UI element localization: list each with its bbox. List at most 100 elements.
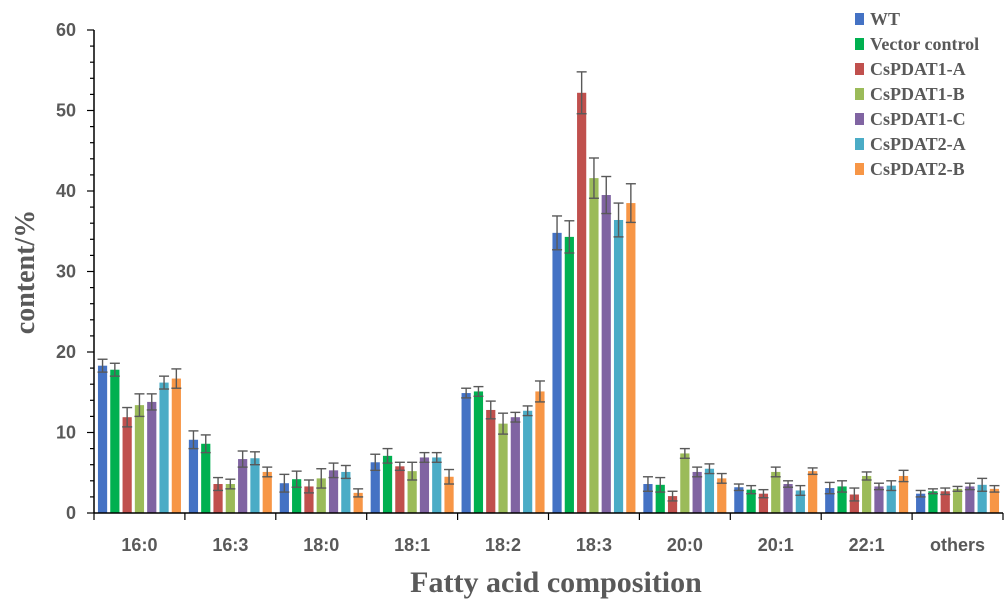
bar bbox=[898, 475, 909, 513]
error-bar bbox=[146, 393, 157, 411]
error-bar bbox=[262, 466, 273, 478]
error-bar bbox=[807, 467, 818, 476]
bar bbox=[341, 471, 351, 513]
legend-label: CsPDAT2-A bbox=[870, 134, 966, 154]
error-bar bbox=[770, 466, 781, 478]
error-bar bbox=[171, 368, 182, 389]
bar bbox=[97, 365, 108, 513]
error-bar bbox=[588, 157, 599, 199]
error-bar bbox=[940, 487, 951, 496]
bar bbox=[916, 493, 926, 513]
bar bbox=[382, 455, 393, 513]
bar bbox=[134, 405, 145, 513]
bar bbox=[577, 92, 587, 513]
y-tick-label: 0 bbox=[66, 503, 76, 523]
legend-item: CsPDAT1-A bbox=[855, 59, 966, 79]
y-axis-title: content/% bbox=[10, 210, 41, 334]
bar bbox=[704, 468, 715, 513]
bar bbox=[849, 494, 859, 513]
error-bar bbox=[952, 485, 963, 492]
bar bbox=[370, 462, 380, 513]
error-bar bbox=[225, 478, 236, 490]
legend-label: CsPDAT1-A bbox=[870, 59, 966, 79]
bar bbox=[304, 486, 314, 513]
error-bar bbox=[122, 406, 133, 428]
bar bbox=[419, 457, 430, 513]
bar bbox=[201, 443, 211, 513]
error-bar bbox=[291, 470, 302, 488]
x-tick-label: 22:1 bbox=[849, 535, 885, 555]
bar bbox=[808, 471, 818, 513]
legend-swatch bbox=[855, 88, 864, 100]
error-bar bbox=[692, 466, 703, 478]
error-bar bbox=[213, 476, 224, 492]
error-bar bbox=[964, 482, 975, 491]
legend-swatch bbox=[855, 163, 864, 175]
error-bar bbox=[316, 468, 327, 489]
error-bar bbox=[485, 400, 496, 420]
error-bar bbox=[746, 484, 757, 495]
bar bbox=[717, 478, 727, 513]
x-tick-label: 18:2 bbox=[485, 535, 521, 555]
error-bar bbox=[498, 412, 509, 435]
x-axis: 16:0 16:3 18:0 18:1 18:2 18:3 20:0 20:1 22:1 othe… bbox=[93, 512, 1004, 555]
bar bbox=[510, 417, 520, 513]
x-tick-label: 20:0 bbox=[667, 535, 703, 555]
y-tick-label: 40 bbox=[56, 181, 76, 201]
error-bar bbox=[927, 488, 938, 495]
bar bbox=[783, 484, 793, 513]
y-axis: 0 10 20 30 40 50 60 bbox=[56, 20, 95, 523]
error-bar bbox=[249, 451, 260, 466]
x-tick-label: 18:3 bbox=[576, 535, 612, 555]
error-bar bbox=[303, 479, 314, 494]
bar bbox=[989, 488, 1000, 513]
error-bar bbox=[758, 488, 769, 499]
bar bbox=[692, 471, 702, 513]
legend-swatch bbox=[855, 63, 864, 75]
error-bar bbox=[642, 476, 653, 492]
bar bbox=[262, 471, 272, 513]
bar bbox=[110, 369, 120, 513]
bar bbox=[564, 236, 574, 513]
error-bar bbox=[200, 434, 211, 454]
error-bar bbox=[625, 183, 636, 224]
error-bar bbox=[977, 477, 988, 492]
legend-swatch bbox=[855, 13, 864, 25]
bar bbox=[977, 484, 987, 513]
bar bbox=[874, 486, 884, 513]
bar bbox=[613, 219, 624, 514]
bar bbox=[535, 391, 545, 513]
error-bar bbox=[522, 405, 533, 417]
bar bbox=[523, 410, 533, 513]
error-bar bbox=[733, 483, 744, 492]
error-bar bbox=[679, 447, 690, 459]
bar bbox=[758, 493, 769, 513]
bar bbox=[213, 484, 223, 513]
error-bar bbox=[873, 482, 884, 491]
error-bar bbox=[795, 484, 806, 496]
error-bar bbox=[849, 487, 860, 502]
error-bar bbox=[552, 215, 563, 251]
bar bbox=[667, 496, 678, 513]
legend-swatch bbox=[855, 138, 864, 150]
x-tick-label: 16:0 bbox=[121, 535, 157, 555]
error-bar bbox=[510, 411, 521, 423]
error-bar bbox=[564, 220, 575, 254]
legend-label: CsPDAT2-B bbox=[870, 159, 965, 179]
bar bbox=[589, 178, 599, 513]
bar bbox=[746, 489, 756, 513]
bar bbox=[122, 417, 132, 513]
error-bar bbox=[576, 71, 587, 115]
error-bar bbox=[328, 462, 339, 479]
legend-label: Vector control bbox=[870, 34, 979, 54]
error-bar bbox=[109, 362, 120, 377]
error-bar bbox=[886, 480, 897, 492]
bar bbox=[552, 232, 562, 514]
bar bbox=[643, 484, 653, 513]
error-bar bbox=[601, 175, 612, 215]
bar bbox=[238, 459, 248, 513]
error-bar bbox=[353, 488, 364, 498]
bar bbox=[965, 486, 975, 513]
bar bbox=[147, 401, 157, 513]
